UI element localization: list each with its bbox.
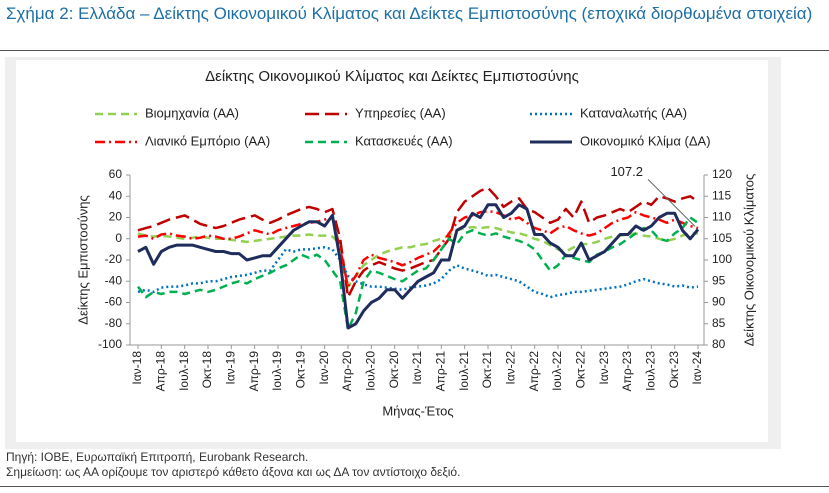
figure-title: Σχήμα 2: Ελλάδα – Δείκτης Οικονομικού Κλ… [6,4,813,23]
x-tick-label: Ιαν-23 [597,351,611,385]
rule [0,486,829,487]
x-tick-label: Οκτ-18 [200,351,214,389]
x-tick-label: Οκτ-20 [387,351,401,389]
x-tick-label: Απρ-20 [340,351,354,392]
x-tick-label: Απρ-23 [620,351,634,392]
y2-tick-label: 95 [712,273,726,287]
x-tick-label: Απρ-21 [434,351,448,392]
x-tick-label: Ιαν-18 [130,351,144,385]
series-line [137,225,698,288]
x-tick-label: Ιαν-21 [410,351,424,385]
legend-label: Υπηρεσίες (ΑΑ) [355,105,446,120]
legend-label: Καταναλωτής (ΑΑ) [580,105,687,120]
legend-label: Βιομηχανία (ΑΑ) [145,105,239,120]
x-tick-label: Ιαν-22 [504,351,518,385]
x-tick-label: Οκτ-21 [480,351,494,389]
y-tick-label: -20 [105,252,123,266]
y-axis-title: Δείκτης Εμπιστοσύνης [75,195,90,324]
legend-label: Λιανικό Εμπόριο (ΑΑ) [145,133,270,148]
x-tick-label: Απρ-19 [247,351,261,392]
y-tick-label: 0 [115,231,122,245]
x-tick-label: Ιαν-24 [690,351,704,385]
x-tick-label: Ιουλ-19 [270,351,284,391]
y2-tick-label: 115 [712,188,731,202]
y-tick-label: -100 [98,337,122,351]
y-tick-label: -40 [105,273,123,287]
series-line [137,209,699,288]
y-tick-label: 40 [109,188,123,202]
y-tick-label: 60 [109,167,123,181]
y2-axis-title: Δείκτης Οικονομικού Κλίματος [741,174,756,347]
y-tick-label: 20 [109,210,123,224]
x-tick-label: Ιουλ-20 [364,351,378,391]
x-tick-label: Ιουλ-22 [550,351,564,391]
x-tick-label: Οκτ-22 [574,351,588,389]
legend-label: Κατασκευές (ΑΑ) [355,133,453,148]
x-tick-label: Οκτ-19 [294,351,308,389]
series-line [137,203,700,330]
footer: Πηγή: ΙΟΒΕ, Ευρωπαϊκή Επιτροπή, Eurobank… [6,450,460,480]
x-tick-label: Απρ-22 [527,351,541,392]
x-tick-label: Οκτ-23 [667,351,681,389]
y2-tick-label: 80 [712,337,726,351]
x-tick-label: Ιαν-20 [317,351,331,385]
rule [0,50,829,51]
y-tick-label: -80 [105,316,123,330]
y2-tick-label: 90 [712,295,726,309]
x-tick-label: Ιαν-19 [224,351,238,385]
x-tick-label: Ιουλ-23 [644,351,658,391]
x-tick-label: Ιουλ-18 [177,351,191,391]
legend-label: Οικονομικό Κλίμα (ΔΑ) [580,133,711,148]
y2-tick-label: 100 [712,252,732,266]
series-line [137,246,699,299]
x-axis-title: Μήνας-Έτος [382,403,453,418]
annotation-arrow [647,179,696,227]
y2-tick-label: 105 [712,231,732,245]
source: Πηγή: ΙΟΒΕ, Ευρωπαϊκή Επιτροπή, Eurobank… [6,450,309,464]
note: Σημείωση: ως ΑΑ ορίζουμε τον αριστερό κά… [6,465,461,479]
series-line [137,186,699,299]
x-tick-label: Απρ-18 [154,351,168,392]
annotation-label: 107.2 [610,164,643,179]
x-tick-label: Ιουλ-21 [457,351,471,391]
y2-tick-label: 120 [712,167,732,181]
y2-tick-label: 110 [712,210,731,224]
chart-title: Δείκτης Οικονομικού Κλίματος και Δείκτες… [205,68,579,85]
y2-tick-label: 85 [712,316,726,330]
y-tick-label: -60 [105,295,123,309]
